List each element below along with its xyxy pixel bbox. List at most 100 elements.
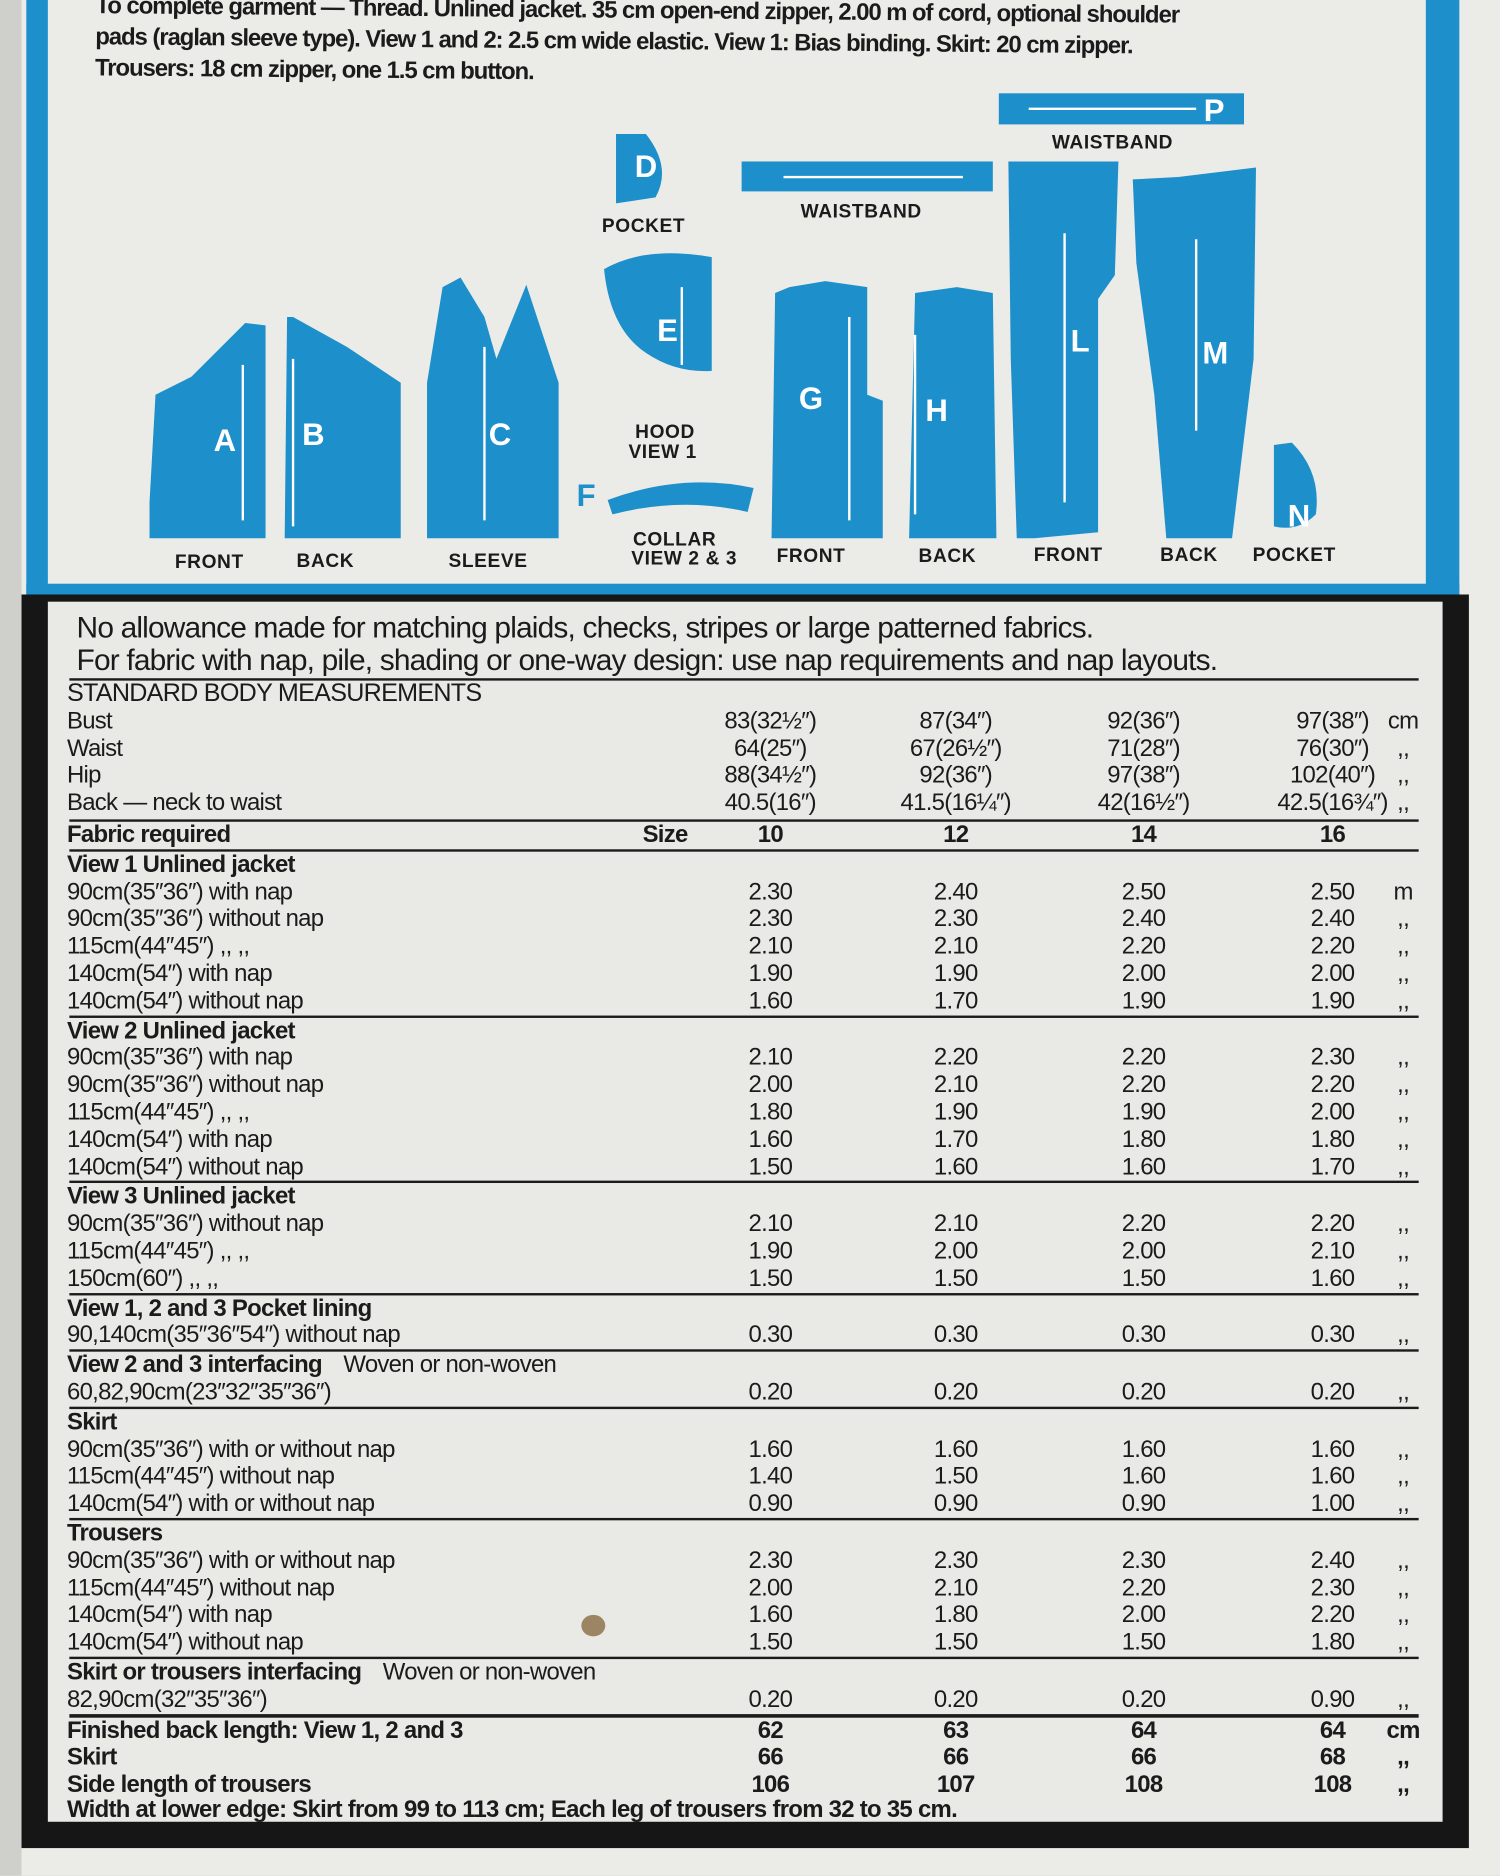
section-title-text: Skirt or trousers interfacing Woven or no… <box>67 1659 596 1686</box>
size-value: 1.60 <box>748 1436 793 1463</box>
size-value: 1.70 <box>933 987 978 1015</box>
table-row: 150cm(60″) ,, ,, 1.50 1.50 1.50 1.60,, <box>67 1265 1431 1292</box>
note-plaids: No allowance made for matching plaids, c… <box>76 611 1095 645</box>
size-value: 1.00 <box>1310 1490 1355 1517</box>
grainline-arrows <box>241 107 1198 527</box>
size-value: 1.60 <box>1121 1153 1166 1181</box>
row-label: 90cm(35″36″) with nap <box>66 878 293 906</box>
size-value: 1.60 <box>748 1126 793 1153</box>
size-value: 1.90 <box>748 960 793 987</box>
size-value: 1.60 <box>933 1436 978 1463</box>
size-value: 1.60 <box>1121 1436 1166 1463</box>
row-label: 90cm(35″36″) without nap <box>66 905 324 933</box>
section-title: View 2 and 3 interfacing Woven or non-wov… <box>67 1352 1431 1379</box>
size-value: 1.50 <box>933 1629 978 1656</box>
unit-label: ,, <box>1397 933 1410 960</box>
size-value: 66 <box>1130 1744 1157 1771</box>
row-label: 115cm(44″45″) ,, ,, <box>66 933 250 960</box>
table-row: 90cm(35″36″) without nap 2.10 2.10 2.20 2.20… <box>67 1211 1431 1238</box>
section-title: Trousers <box>67 1520 1431 1547</box>
size-value: 2.20 <box>1121 1574 1166 1602</box>
table-row: 90cm(35″36″) without nap 2.30 2.30 2.40 2.40… <box>67 906 1431 933</box>
size-value: 66 <box>943 1744 969 1771</box>
size-value: 102(40″) <box>1289 762 1376 789</box>
table-row: 140cm(54″) with nap 1.60 1.70 1.80 1.80,, <box>67 1127 1431 1154</box>
piece-label: FRONT <box>777 546 846 567</box>
paper-edge <box>0 0 22 1876</box>
unit-label: ,, <box>1397 789 1410 817</box>
unit-label: ,, <box>1397 1436 1410 1463</box>
size-value: 0.90 <box>1121 1490 1166 1517</box>
size-value: 2.40 <box>1310 905 1355 933</box>
section-title: Skirt <box>67 1409 1431 1436</box>
section-name: View 1, 2 and 3 Pocket lining <box>66 1294 372 1322</box>
size-value: 2.50 <box>1310 878 1355 906</box>
piece-g-skirt-front <box>771 281 883 539</box>
table-row: 115cm(44″45″) ,, ,, 2.10 2.10 2.20 2.20,, <box>67 933 1431 960</box>
table-row: Back — neck to waist 40.5(16″) 41.5(16¼″) 4… <box>67 790 1431 817</box>
row-label: 90cm(35″36″) with or without nap <box>66 1436 395 1463</box>
section-title: View 2 Unlined jacket <box>67 1017 1431 1044</box>
piece-label: FRONT <box>175 552 244 573</box>
table-row: 115cm(44″45″) ,, ,, 1.80 1.90 1.90 2.00,, <box>67 1099 1431 1126</box>
section-title: View 3 Unlined jacket <box>67 1183 1431 1210</box>
unit-label: ,, <box>1397 1322 1410 1349</box>
size-value: 66 <box>757 1744 784 1771</box>
section-title-text: View 2 Unlined jacket <box>67 1017 296 1044</box>
size-value: 1.80 <box>933 1602 978 1629</box>
size-value: 2.00 <box>1310 1099 1355 1126</box>
note-nap: For fabric with nap, pile, shading or on… <box>76 643 1218 678</box>
divider <box>69 849 1419 852</box>
size-heading: 14 <box>1130 821 1157 849</box>
piece-label: WAISTBAND <box>1052 132 1173 153</box>
blue-border-left <box>26 0 48 599</box>
unit-label: ,, <box>1397 987 1410 1015</box>
piece-letter: K <box>967 160 990 195</box>
size-value: 67(26½″) <box>909 735 1003 762</box>
divider <box>69 819 1419 822</box>
unit-label: ,, <box>1397 1126 1410 1153</box>
size-value: 1.40 <box>748 1463 793 1490</box>
size-value: 108 <box>1124 1771 1163 1799</box>
row-label: Bust <box>66 707 113 735</box>
size-value: 1.50 <box>748 1265 793 1292</box>
table-row: Skirt 66 66 66 68,, <box>67 1744 1431 1771</box>
size-value: 2.00 <box>933 1238 978 1265</box>
size-value: 2.50 <box>1121 878 1166 906</box>
piece-d-pocket <box>616 133 663 204</box>
size-value: 1.60 <box>748 1602 793 1629</box>
table-row: 60,82,90cm(23″32″35″36″) 0.20 0.20 0.20 0.20… <box>67 1379 1431 1406</box>
size-value: 2.20 <box>1310 1602 1355 1629</box>
unit-label: ,, <box>1397 735 1410 762</box>
table-row: 115cm(44″45″) without nap 1.40 1.50 1.60 1.6… <box>67 1463 1431 1490</box>
size-value: 0.30 <box>1121 1322 1166 1349</box>
size-value: 2.40 <box>933 878 978 906</box>
divider <box>69 1716 1419 1718</box>
size-value: 92(36″) <box>919 762 993 789</box>
blue-border-right <box>1425 0 1460 599</box>
size-value: 1.90 <box>933 960 978 987</box>
table-row: 115cm(44″45″) ,, ,, 1.90 2.00 2.00 2.10,, <box>67 1238 1431 1265</box>
row-label: 115cm(44″45″) without nap <box>66 1463 335 1490</box>
unit-label: m <box>1393 878 1414 906</box>
table-row: 90cm(35″36″) with or without nap 2.30 2.30… <box>67 1548 1431 1575</box>
piece-letter: D <box>635 149 657 184</box>
row-label: 60,82,90cm(23″32″35″36″) <box>66 1379 332 1406</box>
row-label: 90cm(35″36″) with nap <box>66 1044 293 1072</box>
size-value: 1.50 <box>933 1463 978 1490</box>
unit-label: cm <box>1386 1717 1421 1744</box>
size-value: 0.20 <box>933 1686 978 1713</box>
piece-label: VIEW 1 <box>628 442 696 463</box>
size-value: 0.90 <box>748 1490 793 1517</box>
size-value: 1.60 <box>933 1153 978 1181</box>
piece-label: WAISTBAND <box>801 202 922 223</box>
size-value: 71(28″) <box>1107 735 1180 762</box>
section-title: View 1, 2 and 3 Pocket lining <box>67 1295 1431 1322</box>
table-row: 82,90cm(32″35″36″) 0.20 0.20 0.20 0.90,, <box>67 1686 1431 1713</box>
size-value: 1.50 <box>748 1153 793 1181</box>
row-label: 90cm(35″36″) without nap <box>66 1210 324 1238</box>
row-label: 140cm(54″) without nap <box>66 1153 304 1181</box>
section-subtitle: Woven or non-woven <box>382 1659 596 1686</box>
section-title-text: View 3 Unlined jacket <box>67 1183 296 1210</box>
size-value: 2.30 <box>1121 1547 1166 1574</box>
